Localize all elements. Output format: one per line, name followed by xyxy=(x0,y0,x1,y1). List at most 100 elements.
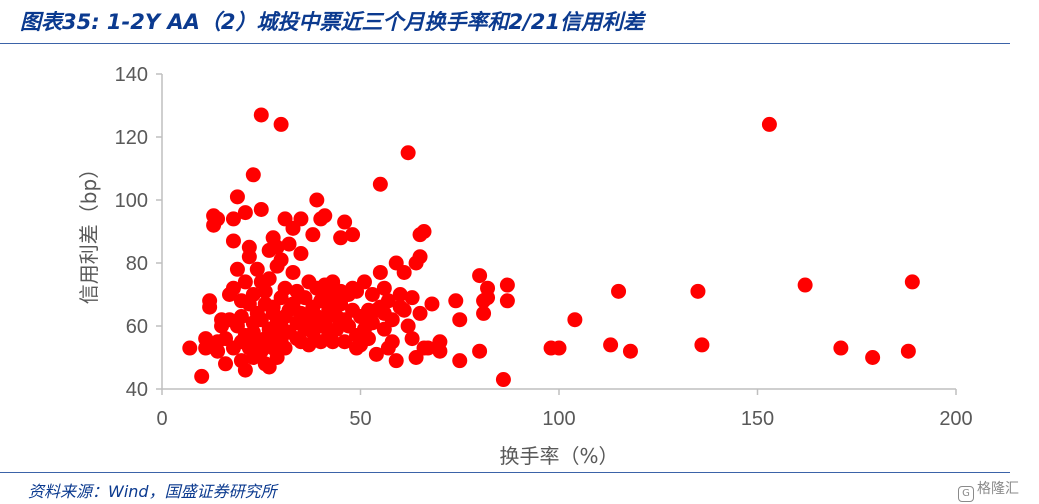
data-point xyxy=(448,293,464,309)
data-point xyxy=(293,211,309,227)
data-point xyxy=(499,293,515,309)
data-point xyxy=(372,264,388,280)
data-point xyxy=(325,334,341,350)
y-tick-label: 60 xyxy=(126,316,148,338)
data-point xyxy=(277,340,293,356)
data-point xyxy=(833,340,849,356)
y-tick-label: 120 xyxy=(115,127,148,149)
data-point xyxy=(404,331,420,347)
data-point xyxy=(368,346,384,362)
data-point xyxy=(396,302,412,318)
data-point xyxy=(404,290,420,306)
data-point xyxy=(452,353,468,369)
title-divider xyxy=(0,43,1010,44)
x-axis-title: 换手率（%） xyxy=(499,444,618,468)
data-point xyxy=(400,318,416,334)
data-point xyxy=(333,230,349,246)
data-point xyxy=(269,239,285,255)
data-point xyxy=(904,274,920,290)
data-point xyxy=(301,337,317,353)
data-point xyxy=(567,312,583,328)
data-point xyxy=(337,334,353,350)
watermark-text: 格隆汇 xyxy=(977,481,1019,497)
data-point xyxy=(182,340,198,356)
data-point xyxy=(225,233,241,249)
data-point xyxy=(245,167,261,183)
data-point xyxy=(360,331,376,347)
data-point xyxy=(865,350,881,365)
source-note: 资料来源：Wind，国盛证券研究所 xyxy=(28,482,277,501)
data-point xyxy=(388,353,404,369)
data-point xyxy=(396,264,412,280)
y-tick-label: 140 xyxy=(115,64,148,86)
data-point xyxy=(452,312,468,328)
data-point xyxy=(257,283,273,299)
data-points xyxy=(182,107,920,388)
data-point xyxy=(900,343,916,359)
data-point xyxy=(432,334,448,350)
y-tick-label: 40 xyxy=(126,379,148,401)
data-point xyxy=(416,224,432,239)
data-point xyxy=(285,264,301,280)
data-point xyxy=(480,280,496,296)
data-point xyxy=(273,252,289,268)
data-point xyxy=(380,293,396,309)
data-point xyxy=(237,274,253,290)
data-point xyxy=(611,283,627,299)
data-point xyxy=(309,192,325,208)
data-point xyxy=(317,315,333,331)
data-point xyxy=(253,107,269,123)
data-point xyxy=(472,343,488,359)
data-point xyxy=(261,271,277,287)
x-tick-label: 150 xyxy=(741,408,774,430)
data-point xyxy=(198,340,214,356)
chart-title: 图表35: 1-2Y AA（2）城投中票近三个月换手率和2/21信用利差 xyxy=(20,10,645,34)
data-point xyxy=(499,277,515,293)
data-point xyxy=(384,312,400,328)
x-tick-label: 50 xyxy=(349,408,371,430)
data-point xyxy=(472,268,488,284)
data-point xyxy=(229,189,245,205)
data-point xyxy=(305,227,321,243)
data-point xyxy=(225,211,241,227)
data-point xyxy=(237,362,253,378)
data-point xyxy=(253,343,269,359)
data-point xyxy=(194,368,210,384)
data-point xyxy=(253,201,269,217)
x-tick-label: 200 xyxy=(939,408,972,430)
data-point xyxy=(412,249,428,265)
data-point xyxy=(364,315,380,331)
data-point xyxy=(690,283,706,299)
data-point xyxy=(317,208,333,224)
data-point xyxy=(218,356,234,372)
data-point xyxy=(237,205,253,221)
data-point xyxy=(384,334,400,350)
data-point xyxy=(241,239,257,255)
data-point xyxy=(345,227,361,243)
data-point xyxy=(495,372,511,388)
data-point xyxy=(622,343,638,359)
watermark: G 格隆汇 xyxy=(958,478,1019,502)
data-point xyxy=(277,280,293,296)
data-point xyxy=(273,116,289,132)
data-point xyxy=(210,211,226,227)
data-point xyxy=(229,261,245,277)
data-point xyxy=(412,305,428,321)
watermark-logo-icon: G xyxy=(958,486,974,502)
data-point xyxy=(376,280,392,296)
data-point xyxy=(233,309,249,325)
data-point xyxy=(249,261,265,277)
data-point xyxy=(420,340,436,356)
y-tick-label: 100 xyxy=(115,190,148,212)
data-point xyxy=(551,340,567,356)
data-point xyxy=(392,287,408,302)
data-point xyxy=(476,305,492,321)
data-point xyxy=(424,296,440,312)
data-point xyxy=(202,293,218,309)
data-point xyxy=(400,145,416,161)
data-point xyxy=(225,280,241,296)
y-axis-title: 信用利差（bp） xyxy=(77,159,101,304)
data-point xyxy=(337,214,353,230)
footer-divider xyxy=(0,472,1010,473)
